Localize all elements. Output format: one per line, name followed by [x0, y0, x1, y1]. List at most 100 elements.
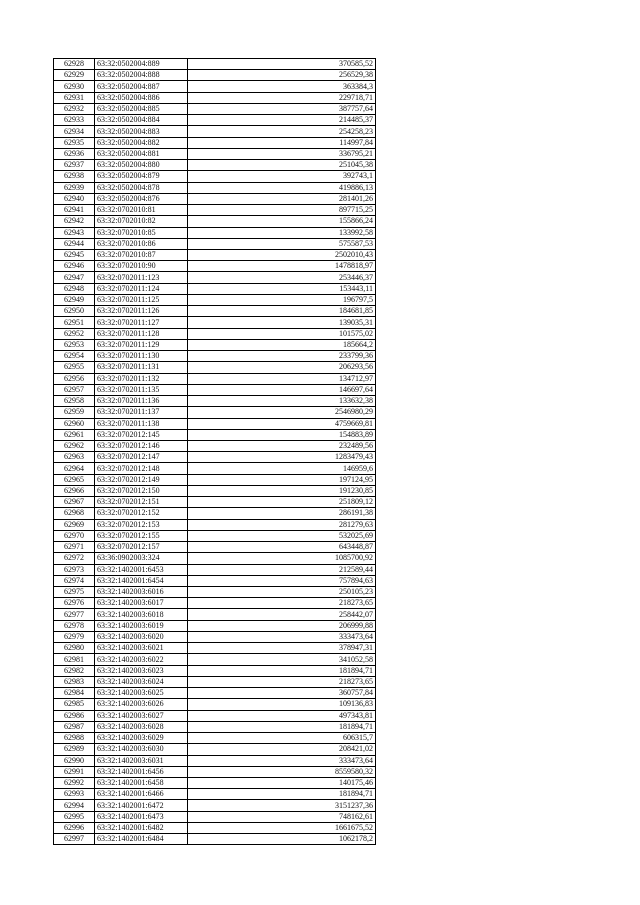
row-number-cell: 62982 — [53, 664, 95, 677]
table-row: 62964 63:32:0702012:148 146959,6 — [53, 462, 376, 475]
table-row: 62991 63:32:1402001:6456 8559580,32 — [53, 765, 376, 779]
table-row: 62965 63:32:0702012:149 197124,95 — [53, 473, 376, 486]
cadastral-number-cell: 63:32:0702012:150 — [94, 484, 188, 498]
table-row: 62938 63:32:0502004:879 392743,1 — [53, 170, 376, 183]
row-number-cell: 62962 — [53, 439, 95, 453]
table-row: 62997 63:32:1402001:6484 1062178,2 — [53, 833, 376, 846]
cadastral-number-cell: 63:32:0702012:157 — [94, 541, 188, 554]
table-row: 62969 63:32:0702012:153 281279,63 — [53, 518, 376, 531]
cadastral-number-cell: 63:32:0702012:148 — [94, 462, 188, 475]
table-row: 62992 63:32:1402001:6458 140175,46 — [53, 776, 376, 790]
row-number-cell: 62961 — [53, 428, 95, 441]
cadastral-number-cell: 63:32:0702011:136 — [94, 395, 188, 408]
value-cell: 101575,02 — [187, 327, 376, 340]
table-row: 62945 63:32:0702010:87 2502010,43 — [53, 248, 376, 262]
row-number-cell: 62971 — [53, 541, 95, 554]
table-row: 62943 63:32:0702010:85 133992,58 — [53, 226, 376, 239]
cadastral-number-cell: 63:32:1402003:6020 — [94, 630, 188, 644]
cadastral-number-cell: 63:32:1402001:6453 — [94, 563, 188, 576]
value-cell: 378947,31 — [187, 642, 376, 655]
row-number-cell: 62987 — [53, 720, 95, 734]
table-row: 62937 63:32:0502004:880 251045,38 — [53, 159, 376, 172]
cadastral-number-cell: 63:32:1402003:6022 — [94, 653, 188, 666]
table-row: 62979 63:32:1402003:6020 333473,64 — [53, 630, 376, 644]
cadastral-number-cell: 63:36:0902003:324 — [94, 552, 188, 565]
table-row: 62962 63:32:0702012:146 232489,56 — [53, 439, 376, 453]
row-number-cell: 62930 — [53, 80, 95, 93]
row-number-cell: 62964 — [53, 462, 95, 475]
row-number-cell: 62970 — [53, 529, 95, 543]
row-number-cell: 62943 — [53, 226, 95, 239]
row-number-cell: 62939 — [53, 181, 95, 194]
row-number-cell: 62959 — [53, 406, 95, 419]
table-row: 62981 63:32:1402003:6022 341052,58 — [53, 653, 376, 666]
table-row: 62961 63:32:0702012:145 154883,89 — [53, 428, 376, 441]
cadastral-number-cell: 63:32:0702010:82 — [94, 215, 188, 228]
cadastral-number-cell: 63:32:0502004:883 — [94, 125, 188, 138]
value-cell: 185664,2 — [187, 338, 376, 352]
row-number-cell: 62940 — [53, 192, 95, 206]
cadastral-number-cell: 63:32:0702010:85 — [94, 226, 188, 239]
table-row: 62933 63:32:0502004:884 214485,37 — [53, 114, 376, 127]
row-number-cell: 62965 — [53, 473, 95, 486]
row-number-cell: 62989 — [53, 743, 95, 756]
row-number-cell: 62957 — [53, 383, 95, 397]
table-row: 62930 63:32:0502004:887 363384,3 — [53, 80, 376, 93]
row-number-cell: 62936 — [53, 147, 95, 161]
row-number-cell: 62946 — [53, 260, 95, 273]
row-number-cell: 62985 — [53, 698, 95, 711]
row-number-cell: 62932 — [53, 102, 95, 116]
table-row: 62972 63:36:0902003:324 1085700,92 — [53, 552, 376, 565]
row-number-cell: 62953 — [53, 338, 95, 352]
row-number-cell: 62955 — [53, 361, 95, 374]
row-number-cell: 62988 — [53, 732, 95, 745]
cadastral-number-cell: 63:32:0702011:131 — [94, 361, 188, 374]
value-cell: 532025,69 — [187, 529, 376, 543]
cadastral-number-cell: 63:32:1402001:6466 — [94, 788, 188, 801]
row-number-cell: 62974 — [53, 574, 95, 588]
row-number-cell: 62935 — [53, 136, 95, 149]
table-row: 62947 63:32:0702011:123 253446,37 — [53, 271, 376, 284]
value-cell: 1661675,52 — [187, 821, 376, 835]
cadastral-number-cell: 63:32:0702012:149 — [94, 473, 188, 486]
value-cell: 256529,38 — [187, 69, 376, 82]
value-cell: 154883,89 — [187, 428, 376, 441]
row-number-cell: 62968 — [53, 507, 95, 520]
table-row: 62963 63:32:0702012:147 1283479,43 — [53, 451, 376, 464]
table-row: 62989 63:32:1402003:6030 208421,02 — [53, 743, 376, 756]
cadastral-number-cell: 63:32:0702010:86 — [94, 237, 188, 250]
table-row: 62971 63:32:0702012:157 643448,87 — [53, 541, 376, 554]
table-row: 62984 63:32:1402003:6025 360757,84 — [53, 687, 376, 700]
value-cell: 254258,23 — [187, 125, 376, 138]
value-cell: 208421,02 — [187, 743, 376, 756]
table-row: 62986 63:32:1402003:6027 497343,81 — [53, 709, 376, 722]
table-row: 62975 63:32:1402003:6016 250105,23 — [53, 586, 376, 599]
value-cell: 196797,5 — [187, 293, 376, 307]
cadastral-number-cell: 63:32:1402003:6029 — [94, 732, 188, 745]
table-row: 62974 63:32:1402001:6454 757894,63 — [53, 574, 376, 588]
row-number-cell: 62944 — [53, 237, 95, 250]
cadastral-number-cell: 63:32:1402003:6016 — [94, 586, 188, 599]
table-row: 62993 63:32:1402001:6466 181894,71 — [53, 788, 376, 801]
value-cell: 251809,12 — [187, 496, 376, 509]
cadastral-number-cell: 63:32:0702012:153 — [94, 518, 188, 531]
cadastral-number-cell: 63:32:0502004:876 — [94, 192, 188, 206]
table-row: 62935 63:32:0502004:882 114997,84 — [53, 136, 376, 149]
value-cell: 146697,64 — [187, 383, 376, 397]
row-number-cell: 62981 — [53, 653, 95, 666]
cadastral-number-cell: 63:32:0502004:879 — [94, 170, 188, 183]
table-row: 62931 63:32:0502004:886 229718,71 — [53, 91, 376, 104]
cadastral-number-cell: 63:32:0702011:129 — [94, 338, 188, 352]
cadastral-number-cell: 63:32:0502004:878 — [94, 181, 188, 194]
value-cell: 181894,71 — [187, 720, 376, 734]
table-row: 62955 63:32:0702011:131 206293,56 — [53, 361, 376, 374]
value-cell: 606315,7 — [187, 732, 376, 745]
value-cell: 897715,25 — [187, 204, 376, 217]
cadastral-number-cell: 63:32:0702011:126 — [94, 305, 188, 318]
value-cell: 497343,81 — [187, 709, 376, 722]
row-number-cell: 62963 — [53, 451, 95, 464]
table-row: 62985 63:32:1402003:6026 109136,83 — [53, 698, 376, 711]
table-row: 62983 63:32:1402003:6024 218273,65 — [53, 675, 376, 689]
cadastral-number-cell: 63:32:1402003:6021 — [94, 642, 188, 655]
cadastral-number-cell: 63:32:0702011:138 — [94, 417, 188, 430]
